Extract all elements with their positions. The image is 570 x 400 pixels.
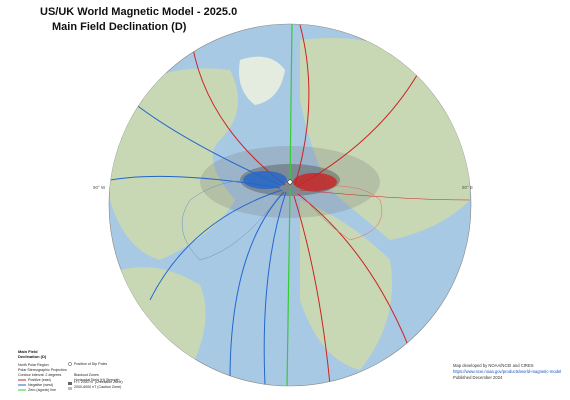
legend-item: Blackout Zones [74, 373, 99, 377]
legend: Main Field Declination (D) [18, 349, 72, 391]
legend-item: Zero (agonic) line [28, 388, 56, 392]
legend-item: North Polar Region [18, 363, 49, 367]
contour [297, 193, 411, 351]
credit-line: Published December 2024 [453, 375, 503, 380]
dip-pole [287, 179, 293, 185]
legend-swatch [68, 387, 72, 390]
contour [299, 185, 383, 241]
land-group [109, 24, 471, 386]
subtitle: Main Field Declination (D) [52, 21, 187, 33]
legend-item: Position of Dip Poles [74, 362, 107, 366]
positive-core [293, 173, 337, 191]
negative-core [243, 171, 287, 189]
legend-swatch [68, 382, 72, 385]
contour [299, 189, 471, 201]
credit-line: Map developed by NOAA/NCEI and CIRES [453, 363, 534, 368]
legend-title: Declination (D) [18, 354, 47, 359]
east-label: 90° E [462, 185, 473, 190]
credit-line: https://www.ncei.noaa.gov/products/world… [453, 369, 561, 374]
land-greenland [239, 56, 285, 105]
legend-item: Contour interval: 2 degrees [18, 373, 62, 377]
legend-item: Polar Stereographic Projection [18, 368, 67, 372]
contour [263, 191, 287, 386]
agonic-line [286, 189, 291, 386]
legend-item: H < 2000 nT (Unreliable Zone) [74, 380, 123, 384]
title: US/UK World Magnetic Model - 2025.0 [40, 6, 237, 18]
legend-item: Negative (west) [28, 383, 53, 387]
west-label: 90° W [93, 185, 106, 190]
legend-item: Positive (east) [28, 378, 51, 382]
legend-item: Horizontal Field (H) Strength [74, 378, 120, 382]
land-south-america [120, 267, 206, 372]
land-asia [300, 38, 470, 240]
map: 90° W 90° E [93, 23, 473, 387]
contour [181, 180, 283, 261]
contour [294, 24, 310, 186]
contour [149, 189, 283, 301]
legend-title: Main Field [18, 349, 38, 354]
contour [293, 195, 331, 386]
agonic-line [289, 24, 293, 186]
land-north-america [110, 68, 238, 260]
legend-swatch [68, 362, 72, 366]
legend-item: 2000-6000 nT (Caution Zone) [74, 385, 121, 389]
contour [229, 191, 285, 381]
